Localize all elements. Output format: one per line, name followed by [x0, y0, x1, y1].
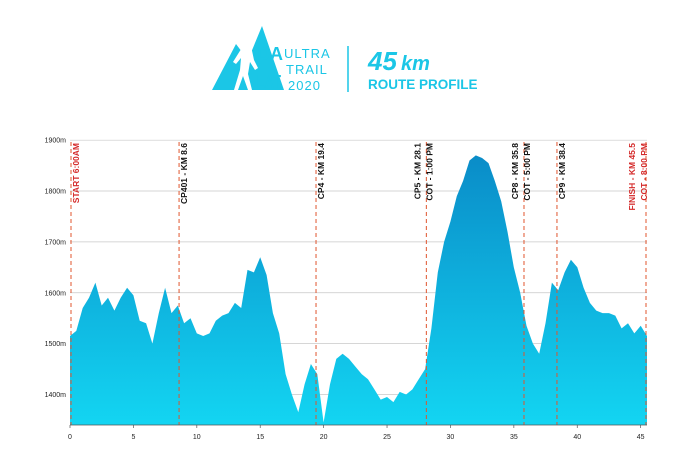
route-profile-subtitle: ROUTE PROFILE — [368, 77, 478, 92]
elevation-chart: START 6:00AM CP401 - KM 8.6 CP4 - KM 19.4 C… — [45, 138, 649, 441]
checkpoint-markers: START 6:00AM CP401 - KM 8.6 CP4 - KM 19.4 C… — [70, 142, 649, 425]
y-axis-tick-labels: 1400m 1500m 1600m 1700m 1800m 1900m — [45, 138, 67, 399]
marker-label: COT - 1:00 PM — [424, 143, 434, 201]
x-tick-label: 20 — [320, 434, 328, 441]
marker-label: CP401 - KM 8.6 — [179, 143, 189, 204]
header: DA LAT ULTRA TRAIL 2020 45 km ROUTE PROF… — [212, 26, 478, 93]
logo-trail: TRAIL — [286, 62, 328, 77]
y-tick-label: 1500m — [45, 341, 67, 348]
marker-label: CP4 - KM 19.4 — [316, 143, 326, 199]
logo-ultra: ULTRA — [284, 46, 331, 61]
y-tick-label: 1800m — [45, 189, 67, 196]
x-tick-label: 35 — [510, 434, 518, 441]
x-tick-label: 10 — [193, 434, 201, 441]
y-tick-label: 1400m — [45, 392, 67, 399]
mountain-logo-shape — [212, 26, 284, 90]
marker-label: CP8 - KM 35.8 — [510, 143, 520, 199]
logo-da: DA — [257, 44, 283, 64]
distance-number: 45 — [367, 46, 397, 76]
y-tick-label: 1700m — [45, 239, 67, 246]
logo-lat: LAT — [257, 72, 281, 92]
marker-label: START 6:00AM — [71, 143, 81, 203]
x-tick-label: 25 — [383, 434, 391, 441]
elevation-area — [70, 155, 647, 425]
x-tick-label: 0 — [68, 434, 72, 441]
x-tick-label: 5 — [131, 434, 135, 441]
dalat-ultra-trail-logo: DA LAT ULTRA TRAIL 2020 — [212, 26, 331, 93]
runner-icon — [233, 36, 258, 90]
logo-year: 2020 — [288, 78, 321, 93]
x-tick-label: 15 — [256, 434, 264, 441]
x-tick-label: 30 — [447, 434, 455, 441]
marker-label: CP5 - KM 28.1 — [412, 143, 422, 199]
x-tick-label: 40 — [573, 434, 581, 441]
marker-label: COT - 5:00 PM — [522, 143, 532, 201]
distance-unit: km — [401, 53, 430, 75]
marker-label: FINISH - KM 45.5 — [627, 143, 637, 211]
x-axis-tick-labels: 0 5 10 15 20 25 30 35 40 45 — [68, 425, 645, 441]
marker-label: COT - 8:00 PM — [639, 143, 649, 201]
x-tick-label: 45 — [637, 434, 645, 441]
marker-label: CP9 - KM 38.4 — [557, 143, 567, 199]
y-tick-label: 1600m — [45, 290, 67, 297]
y-tick-label: 1900m — [45, 138, 67, 145]
